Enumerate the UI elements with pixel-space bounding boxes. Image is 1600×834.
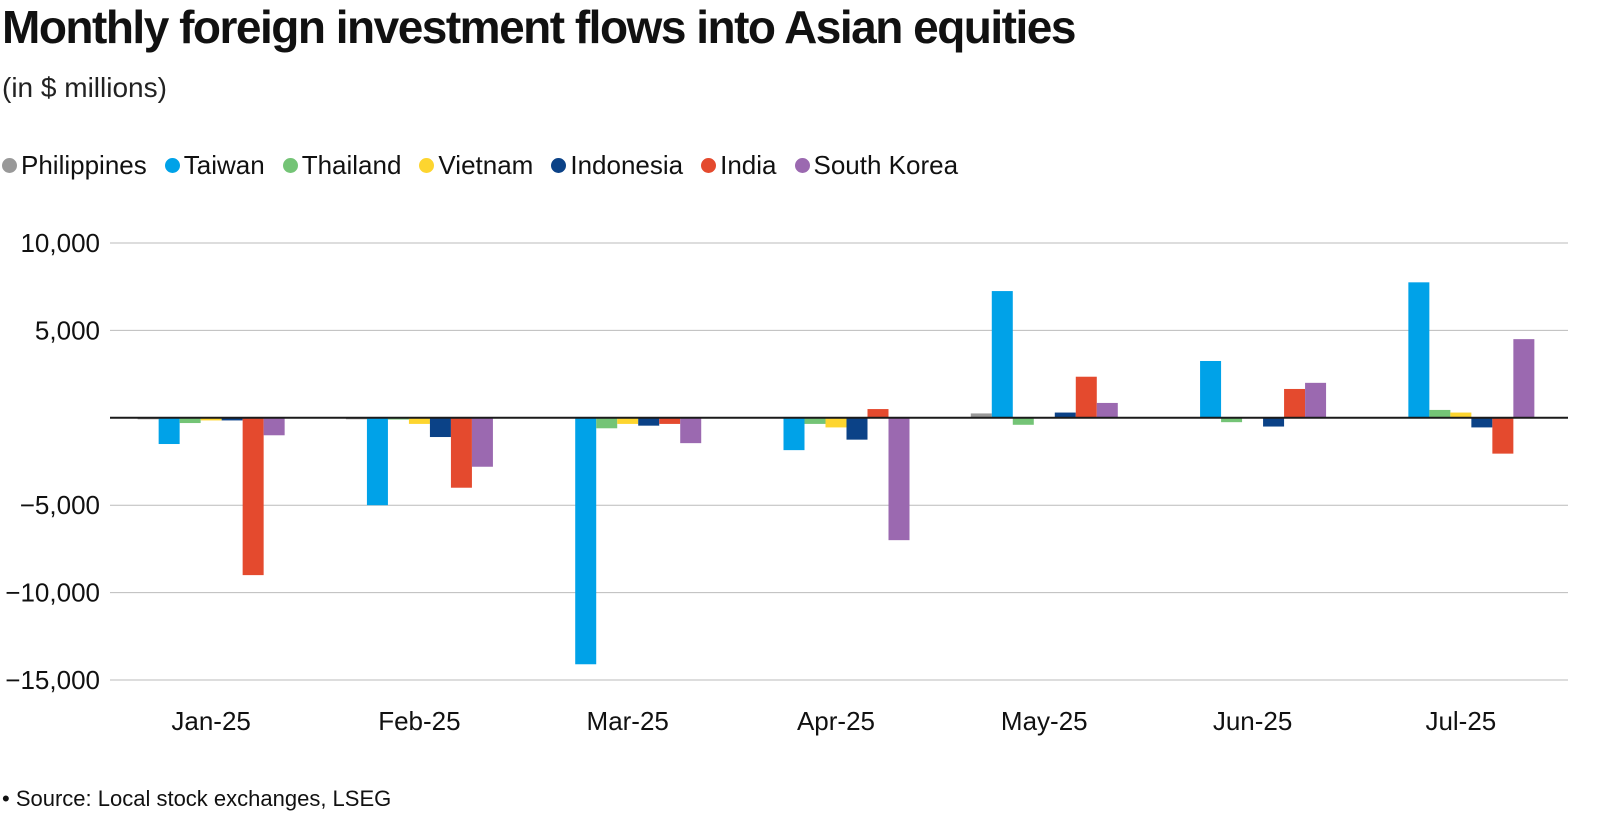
y-tick-label: −10,000 [5,578,100,608]
y-tick-label: 5,000 [35,315,100,345]
bar [450,417,472,488]
y-tick-label: −15,000 [5,665,100,695]
bar [221,417,243,421]
legend-marker [2,158,17,173]
legend-item: South Korea [794,150,959,181]
chart-subtitle: (in $ millions) [2,72,167,103]
y-tick-label: 10,000 [20,228,100,258]
x-tick-label: Jul-25 [1425,706,1496,736]
bar [1263,417,1285,427]
bar [617,417,639,424]
x-tick-label: Feb-25 [378,706,460,736]
bar [471,417,493,467]
bar [263,417,285,436]
bar [242,417,264,576]
y-tick-label: −5,000 [20,490,100,520]
legend-marker [794,158,810,173]
bar [1305,382,1327,418]
x-tick-label: May-25 [1001,706,1088,736]
legend-marker [282,158,298,173]
bar [1054,412,1076,418]
legend-item: Thailand [282,150,402,181]
legend-label: Philippines [21,150,147,180]
x-tick-label: Jun-25 [1213,706,1293,736]
bar [1075,376,1097,418]
bar [1513,339,1535,418]
bar [867,409,889,418]
legend-item: India [701,150,777,181]
bar [783,417,805,451]
bar [804,417,826,424]
bar [846,417,868,440]
bar [1408,282,1430,418]
bar [970,413,992,418]
legend: Philippines Taiwan Thailand Vietnam Indonesi… [2,150,958,181]
legend-item: Philippines [2,150,147,181]
bar [659,417,681,424]
bar [1429,409,1451,418]
bar [366,417,388,506]
legend-label: Taiwan [183,150,265,180]
legend-marker [164,158,180,173]
chart-title: Monthly foreign investment flows into As… [2,1,1076,53]
bar [596,417,618,429]
bar [1284,388,1306,418]
legend-label: South Korea [813,150,959,180]
legend-label: Vietnam [438,150,534,180]
legend-label: Thailand [301,150,402,180]
bar [1450,412,1472,418]
legend-label: India [720,150,777,180]
bar [680,417,702,444]
bar [825,417,847,428]
bar [991,291,1013,418]
bar [429,417,451,438]
x-tick-label: Apr-25 [797,706,875,736]
bar [1221,417,1243,423]
source-note: • Source: Local stock exchanges, LSEG [2,786,392,811]
legend-marker [551,158,567,173]
bar [638,417,660,426]
x-tick-label: Jan-25 [171,706,251,736]
legend-item: Taiwan [164,150,265,181]
bar [408,417,430,424]
bar [575,417,597,665]
bar [179,417,201,424]
legend-marker [701,158,717,173]
x-tick-label: Mar-25 [587,706,669,736]
bar [200,417,222,421]
legend-label: Indonesia [570,150,684,180]
legend-item: Vietnam [419,150,533,181]
bar [1471,417,1493,428]
bar [1492,417,1514,454]
bar [1012,417,1034,425]
legend-marker [419,158,435,173]
bar [158,417,180,445]
bar [888,417,910,541]
bar [1200,360,1222,418]
bar [1096,402,1118,418]
legend-item: Indonesia [551,150,683,181]
